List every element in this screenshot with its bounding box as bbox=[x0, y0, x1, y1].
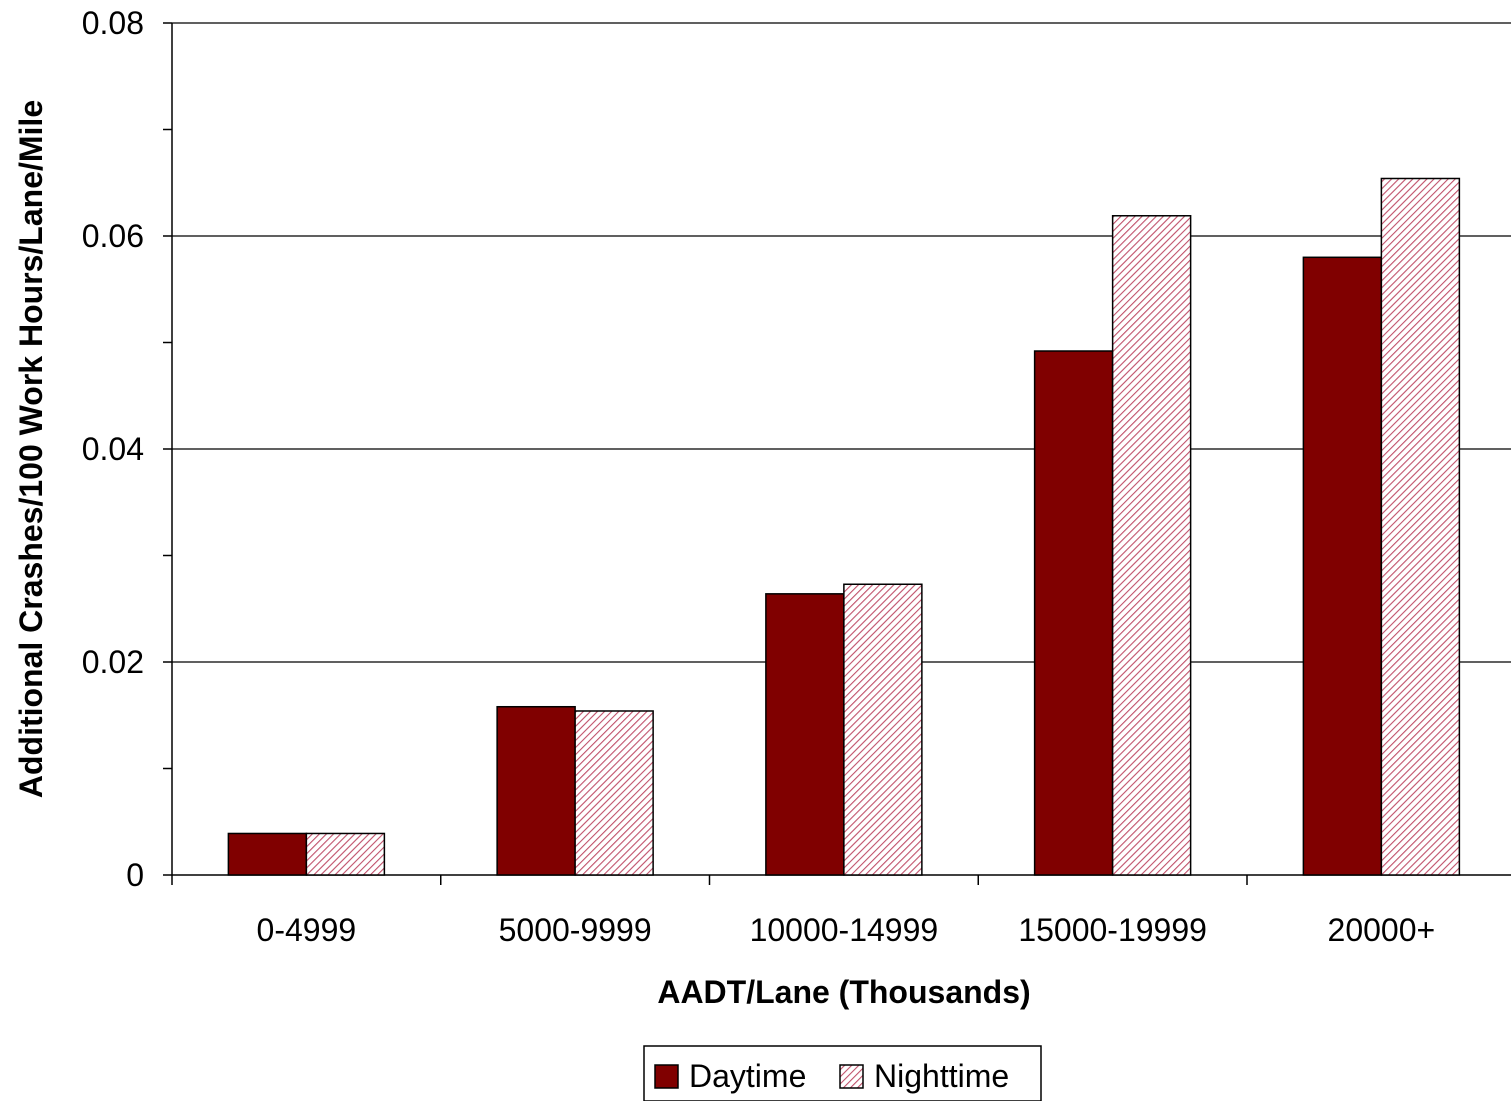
bar-nighttime-5000-9999 bbox=[574, 710, 654, 876]
legend-label-daytime: Daytime bbox=[689, 1058, 806, 1094]
y-tick-label: 0.08 bbox=[82, 5, 144, 41]
x-tick-label: 0-4999 bbox=[257, 912, 357, 948]
legend: Daytime Nighttime bbox=[643, 1045, 1042, 1101]
bar-nighttime-0-4999 bbox=[305, 832, 386, 876]
y-tick-label: 0.06 bbox=[82, 218, 144, 254]
bar-nighttime-20000+ bbox=[1380, 177, 1461, 876]
x-axis-title: AADT/Lane (Thousands) bbox=[657, 974, 1030, 1010]
x-tick-label: 10000-14999 bbox=[750, 912, 939, 948]
x-tick-label: 20000+ bbox=[1328, 912, 1436, 948]
bar-daytime-10000-14999 bbox=[765, 593, 845, 876]
y-tick-label: 0 bbox=[126, 857, 144, 893]
y-axis-title: Additional Crashes/100 Work Hours/Lane/M… bbox=[13, 100, 49, 798]
tick-labels: 0 0.02 0.04 0.06 0.08 0-4999 5000-9999 10000-14… bbox=[82, 5, 1435, 948]
bar-daytime-5000-9999 bbox=[496, 705, 576, 876]
y-tick-label: 0.02 bbox=[82, 644, 144, 680]
bars bbox=[227, 177, 1461, 876]
legend-label-nighttime: Nighttime bbox=[874, 1058, 1009, 1094]
bar-daytime-15000-19999 bbox=[1033, 350, 1114, 876]
bar-nighttime-10000-14999 bbox=[843, 583, 923, 876]
legend-swatch-daytime bbox=[654, 1064, 679, 1089]
bar-nighttime-15000-19999 bbox=[1111, 215, 1192, 876]
x-tick-label: 15000-19999 bbox=[1018, 912, 1207, 948]
y-tick-label: 0.04 bbox=[82, 431, 144, 467]
bar-daytime-20000+ bbox=[1302, 256, 1383, 876]
legend-swatch-nighttime bbox=[839, 1064, 864, 1089]
bar-daytime-0-4999 bbox=[227, 832, 308, 876]
x-tick-label: 5000-9999 bbox=[499, 912, 652, 948]
